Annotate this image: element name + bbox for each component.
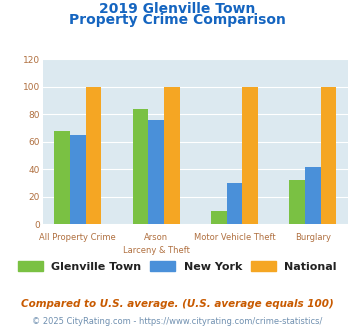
- Bar: [226, 183, 242, 224]
- Text: Property Crime Comparison: Property Crime Comparison: [69, 13, 286, 27]
- Bar: [164, 87, 180, 224]
- Bar: [54, 131, 70, 224]
- Text: Burglary: Burglary: [295, 233, 331, 242]
- Bar: [321, 87, 336, 224]
- Bar: [211, 211, 226, 224]
- Bar: [70, 135, 86, 224]
- Bar: [305, 167, 321, 224]
- Bar: [148, 120, 164, 224]
- Text: Motor Vehicle Theft: Motor Vehicle Theft: [193, 233, 275, 242]
- Text: All Property Crime: All Property Crime: [39, 233, 116, 242]
- Bar: [133, 109, 148, 224]
- Bar: [289, 181, 305, 224]
- Legend: Glenville Town, New York, National: Glenville Town, New York, National: [18, 260, 337, 272]
- Text: © 2025 CityRating.com - https://www.cityrating.com/crime-statistics/: © 2025 CityRating.com - https://www.city…: [32, 317, 323, 326]
- Text: Larceny & Theft: Larceny & Theft: [123, 246, 190, 255]
- Bar: [86, 87, 101, 224]
- Text: Compared to U.S. average. (U.S. average equals 100): Compared to U.S. average. (U.S. average …: [21, 299, 334, 309]
- Text: 2019 Glenville Town: 2019 Glenville Town: [99, 2, 256, 16]
- Bar: [242, 87, 258, 224]
- Text: Arson: Arson: [144, 233, 168, 242]
